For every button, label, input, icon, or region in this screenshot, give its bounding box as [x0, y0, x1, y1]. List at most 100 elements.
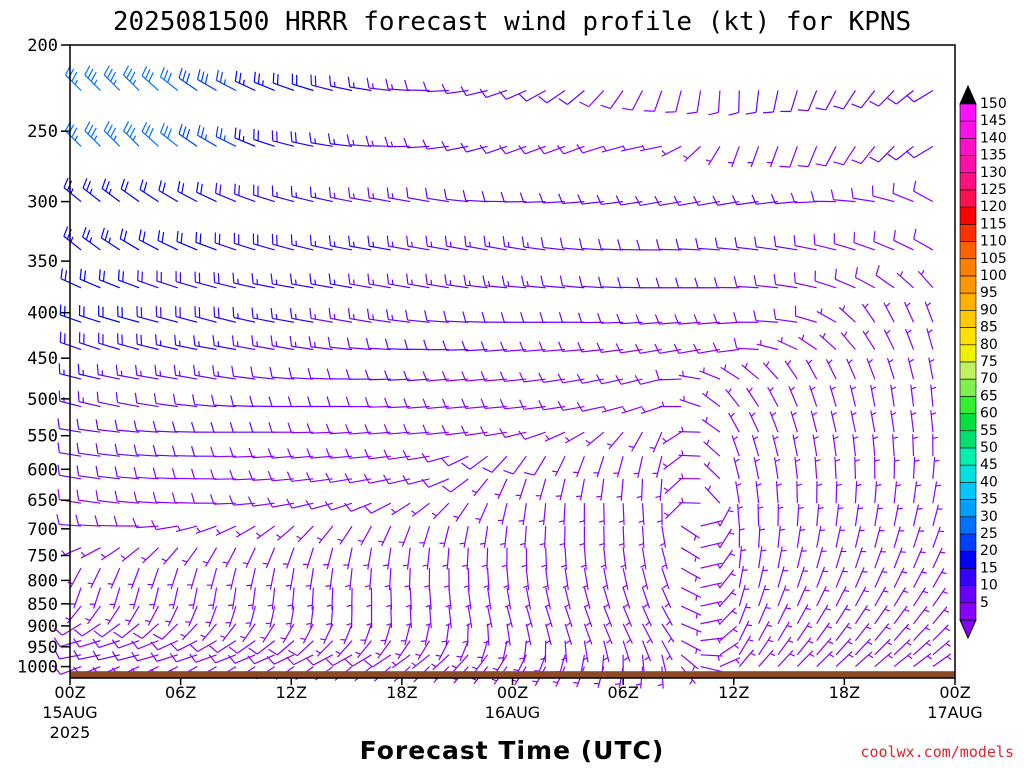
colorbar-swatch [959, 224, 977, 242]
barb-staff [101, 623, 121, 638]
barb-staff [840, 332, 856, 350]
barb-staff [82, 187, 101, 203]
barb-full [267, 470, 273, 482]
barb-staff [582, 378, 604, 384]
barb-staff [141, 131, 159, 147]
barb-full [167, 72, 172, 83]
barb-staff [330, 85, 353, 92]
barb-half [357, 539, 364, 543]
barb-staff [272, 502, 295, 508]
barb-half [804, 589, 810, 592]
barb-staff [291, 502, 314, 509]
barb-staff [446, 198, 469, 203]
barb-staff [719, 569, 734, 588]
barb-half [140, 370, 142, 377]
barb-staff [883, 302, 895, 323]
barb-half [770, 652, 776, 657]
barb-staff [738, 565, 744, 588]
barb-staff [852, 434, 857, 457]
barb-staff [291, 244, 314, 251]
barb-staff [707, 146, 721, 166]
barb-full [754, 236, 757, 247]
barb-staff [917, 270, 934, 289]
barb-staff [816, 637, 832, 656]
barb-half [801, 334, 805, 340]
barb-full [286, 656, 295, 666]
barb-half [132, 135, 137, 141]
y-axis: 2002503003504004505005506006507007508008… [17, 36, 70, 678]
barb-staff [192, 587, 198, 610]
barb-full [76, 442, 80, 454]
barb-staff [603, 587, 611, 609]
barb-half [920, 551, 926, 554]
barb-half [775, 458, 781, 463]
barb-half [945, 642, 951, 647]
barb-staff [121, 547, 140, 562]
barb-full [797, 165, 809, 168]
barb-full [152, 420, 157, 432]
barb-staff [215, 654, 237, 664]
barb-full [634, 375, 642, 385]
barb-full [483, 235, 486, 247]
barb-full [117, 269, 120, 281]
barb-staff [835, 546, 844, 569]
barb-staff [381, 525, 392, 547]
barb-staff [748, 411, 760, 433]
barb-full [212, 365, 215, 376]
barb-staff [79, 640, 101, 648]
barb-full [365, 337, 370, 349]
barb-half [779, 528, 786, 531]
barb-full [196, 181, 199, 193]
barb-full [217, 307, 220, 319]
barb-full [103, 121, 110, 132]
barb-full [131, 640, 139, 650]
x-axis-label: Forecast Time (UTC) [360, 736, 665, 765]
barb-staff [150, 567, 160, 590]
barb-full [57, 418, 60, 429]
barb-half [294, 313, 297, 320]
barb-staff [369, 568, 373, 591]
barb-half [383, 564, 389, 567]
barb-half [113, 135, 117, 141]
barb-half [275, 279, 278, 285]
barb-staff [491, 455, 508, 473]
barb-full [133, 466, 138, 478]
barb-half [585, 439, 591, 444]
barb-full [248, 470, 254, 481]
barb-staff [233, 404, 256, 408]
barb-staff [893, 652, 912, 668]
barb-staff [622, 503, 625, 526]
barb-full [347, 308, 351, 319]
barb-half [145, 619, 151, 623]
barb-half [93, 79, 98, 85]
barb-staff [775, 245, 798, 251]
barb-full [309, 273, 312, 285]
barb-full [294, 132, 297, 143]
barb-full [286, 498, 293, 509]
barb-staff [835, 638, 852, 656]
barb-full [363, 473, 370, 484]
x-tick-label: 00Z [939, 683, 970, 702]
barb-half [564, 436, 570, 442]
barb-staff [291, 283, 314, 289]
barb-staff [178, 133, 198, 147]
barb-full [538, 192, 544, 204]
barb-half [853, 436, 859, 440]
barb-full [577, 194, 583, 205]
barb-half [756, 483, 762, 487]
barb-staff [719, 657, 741, 668]
barb-half [70, 188, 74, 194]
barb-staff [892, 434, 895, 457]
barb-full [253, 71, 256, 83]
barb-full [106, 124, 113, 135]
barb-half [776, 483, 782, 487]
barb-full [854, 267, 859, 278]
barb-staff [601, 378, 624, 385]
barb-staff [567, 90, 585, 105]
barb-staff [117, 402, 140, 408]
barb-half [541, 564, 547, 568]
barb-full [238, 129, 241, 140]
barb-full [713, 313, 718, 324]
barb-staff [369, 478, 391, 484]
barb-full [189, 653, 197, 663]
